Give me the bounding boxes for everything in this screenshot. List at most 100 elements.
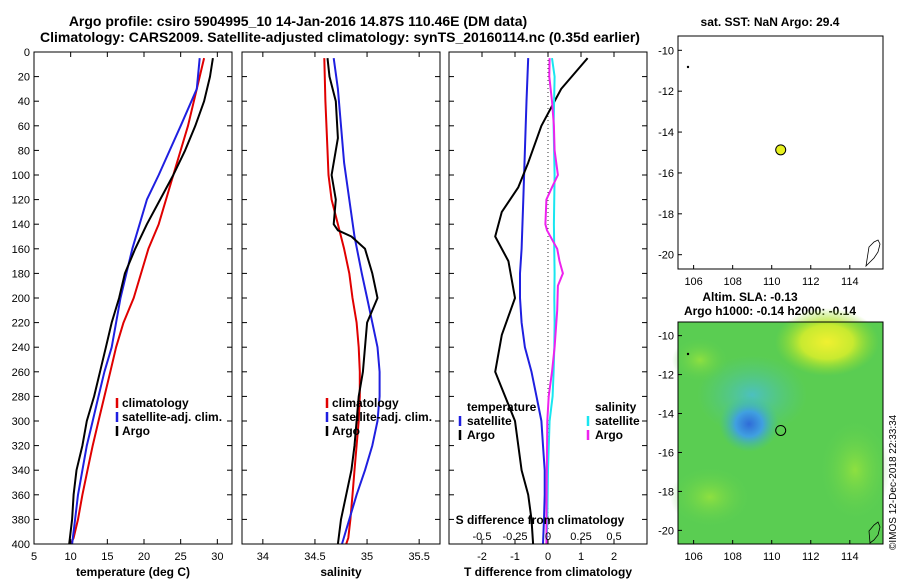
temperature-panel: 5 10 15 20 25 3002040608010012014016018020022… (12, 47, 233, 579)
map-x-tick-label: 106 (684, 551, 702, 563)
x-tick-label: -1 (510, 551, 520, 563)
series-line-satellite-adj-clim- (71, 58, 201, 545)
y-tick-label: 80 (18, 145, 30, 157)
map-y-tick-label: -18 (658, 209, 674, 221)
legend-entry: climatology (122, 396, 189, 410)
x-axis-label: salinity (320, 565, 362, 579)
sst-coastline (865, 239, 881, 268)
legend-entry: Argo (122, 424, 150, 438)
series-line-climatology (323, 58, 361, 545)
y-tick-label: 320 (12, 441, 30, 453)
y-tick-label: 40 (18, 96, 30, 108)
x-tick-label: 35.5 (408, 551, 429, 563)
y-tick-label: 340 (12, 465, 30, 477)
map-y-tick-label: -16 (658, 447, 674, 459)
y-tick-label: 380 (12, 514, 30, 526)
y-tick-label: 400 (12, 539, 30, 551)
legend-temperature-entry: satellite (467, 414, 512, 428)
x-tick-label: 5 (31, 551, 37, 563)
x-top-tick-label: 0.25 (570, 531, 591, 543)
x-top-tick-label: 0.5 (606, 531, 621, 543)
sla-island-dot (686, 352, 690, 356)
difference-panel: -2 -1 0 1 2 -0.5 -0.25 0 0.25 0.5 S difference fro… (448, 51, 648, 579)
legend-salinity-entry: Argo (595, 428, 623, 442)
sla-map-title1: Altim. SLA: -0.13 (702, 290, 798, 304)
x-tick-label: 25 (175, 551, 187, 563)
x-tick-label: -2 (477, 551, 487, 563)
map-x-tick-label: 114 (841, 551, 859, 563)
map-x-tick-label: 106 (684, 276, 702, 288)
y-tick-label: 140 (12, 219, 30, 231)
y-tick-label: 200 (12, 293, 30, 305)
y-tick-label: 160 (12, 244, 30, 256)
series-line-satellite-adj-clim- (332, 57, 381, 545)
x-tick-label: 34.5 (304, 551, 325, 563)
y-tick-label: 240 (12, 342, 30, 354)
x-tick-label: 0 (545, 551, 551, 563)
sst-map: sat. SST: NaN Argo: 29.4 106 108 110 112 114… (658, 15, 884, 288)
map-y-tick-label: -14 (658, 409, 674, 421)
series-line-argo (326, 57, 379, 545)
series-line-s-argo (544, 58, 564, 545)
salinity-panel: 34 34.5 35 35.5 salinity climatologysatellite… (241, 51, 441, 579)
x-tick-label: 2 (611, 551, 617, 563)
x-tick-label: 34 (257, 551, 269, 563)
x-tick-label: 20 (138, 551, 150, 563)
map-y-tick-label: -10 (658, 45, 674, 57)
y-tick-label: 300 (12, 416, 30, 428)
y-tick-label: 280 (12, 391, 30, 403)
map-x-tick-label: 110 (763, 276, 781, 288)
series-line-t-argo (494, 57, 589, 545)
map-x-tick-label: 110 (763, 551, 781, 563)
x-axis-label: temperature (deg C) (76, 565, 190, 579)
y-tick-label: 180 (12, 268, 30, 280)
legend-entry: climatology (332, 396, 399, 410)
legend-entry: Argo (332, 424, 360, 438)
legend-temperature-entry: Argo (467, 428, 495, 442)
map-y-tick-label: -20 (658, 250, 674, 262)
map-x-tick-label: 108 (723, 551, 741, 563)
y-tick-label: 20 (18, 72, 30, 84)
y-tick-label: 220 (12, 318, 30, 330)
map-y-tick-label: -14 (658, 127, 674, 139)
y-tick-label: 60 (18, 121, 30, 133)
x-tick-label: 15 (101, 551, 113, 563)
sla-map: Altim. SLA: -0.13 Argo h1000: -0.14 h200… (658, 290, 890, 563)
x-axis-label: T difference from climatology (464, 565, 632, 579)
legend-temperature-title: temperature (467, 400, 537, 414)
map-y-tick-label: -18 (658, 486, 674, 498)
figure-title-line1: Argo profile: csiro 5904995_10 14-Jan-20… (69, 13, 527, 29)
y-tick-label: 260 (12, 367, 30, 379)
series-line-t-satellite (519, 58, 546, 545)
sla-argo-marker (775, 424, 787, 436)
map-y-tick-label: -12 (658, 86, 674, 98)
series-line-climatology (69, 57, 206, 545)
y-tick-label: 0 (24, 47, 30, 59)
sla-coastline (868, 521, 881, 544)
sst-island-dot (686, 65, 690, 69)
series-line-argo (68, 57, 214, 545)
legend-entry: satellite-adj. clim. (332, 410, 432, 424)
x-top-tick-label: -0.5 (473, 531, 492, 543)
x-tick-label: 1 (578, 551, 584, 563)
map-y-tick-label: -16 (658, 168, 674, 180)
sla-field (670, 308, 890, 544)
map-y-tick-label: -20 (658, 525, 674, 537)
figure-title-line2: Climatology: CARS2009. Satellite-adjuste… (40, 29, 640, 45)
x-tick-label: 35 (361, 551, 373, 563)
x-top-tick-label: 0 (545, 531, 551, 543)
legend-entry: satellite-adj. clim. (122, 410, 222, 424)
map-y-tick-label: -10 (658, 331, 674, 343)
y-tick-label: 100 (12, 170, 30, 182)
sla-map-frame (677, 321, 884, 545)
legend-salinity-title: salinity (595, 400, 637, 414)
s-diff-axis-label: S difference from climatology (456, 513, 625, 527)
map-x-tick-label: 112 (802, 276, 820, 288)
map-x-tick-label: 114 (841, 276, 859, 288)
map-x-tick-label: 112 (802, 551, 820, 563)
y-tick-label: 120 (12, 195, 30, 207)
x-top-tick-label: -0.25 (502, 531, 527, 543)
sst-map-title: sat. SST: NaN Argo: 29.4 (701, 15, 840, 29)
sst-argo-marker (775, 144, 787, 156)
